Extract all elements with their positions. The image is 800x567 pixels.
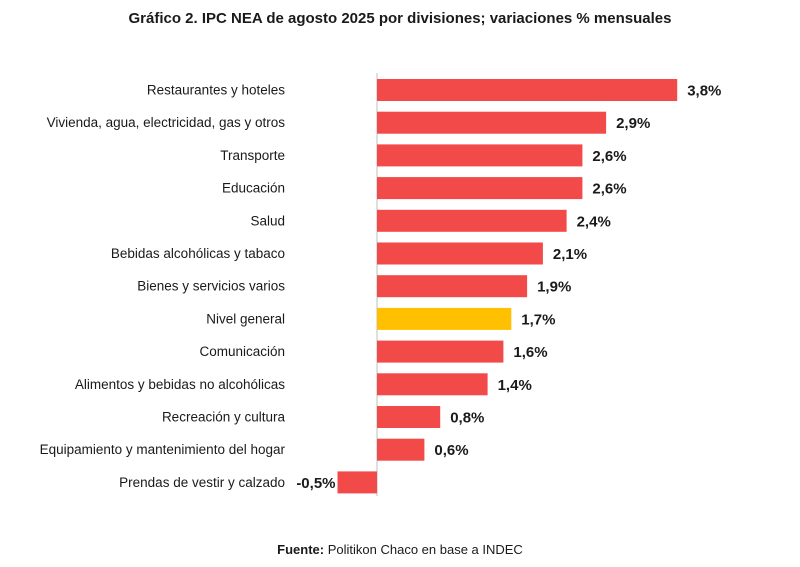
category-label: Bebidas alcohólicas y tabaco [111, 246, 285, 261]
bar [377, 340, 504, 363]
bar [377, 406, 441, 428]
bar [377, 209, 567, 232]
category-label: Comunicación [199, 344, 285, 359]
value-label: 2,6% [592, 181, 626, 198]
bar [377, 242, 543, 265]
category-label: Nivel general [206, 311, 285, 326]
category-label: Transporte [220, 148, 285, 163]
bar [377, 275, 528, 298]
value-label: 2,6% [592, 148, 626, 165]
value-label: 0,6% [434, 442, 468, 459]
value-label: -0,5% [296, 475, 335, 492]
source-label: Fuente: [277, 542, 325, 557]
value-label: 3,8% [687, 83, 721, 100]
category-label: Equipamiento y mantenimiento del hogar [40, 442, 286, 457]
value-label: 2,1% [553, 246, 587, 263]
category-label: Bienes y servicios varios [137, 279, 285, 294]
bar [377, 438, 425, 461]
value-label: 1,4% [498, 377, 532, 394]
category-label: Prendas de vestir y calzado [119, 475, 285, 490]
bar [377, 373, 488, 396]
value-label: 2,9% [616, 115, 650, 132]
value-label: 1,9% [537, 279, 571, 296]
category-label: Alimentos y bebidas no alcohólicas [75, 377, 285, 392]
source-note: Fuente: Politikon Chaco en base a INDEC [0, 542, 800, 557]
category-label: Educación [222, 181, 285, 196]
bar [377, 111, 607, 134]
bar [377, 307, 512, 330]
bar [377, 177, 583, 200]
value-label: 2,4% [577, 213, 611, 230]
value-label: 0,8% [450, 410, 484, 427]
category-label: Recreación y cultura [162, 410, 286, 425]
category-label: Restaurantes y hoteles [147, 83, 285, 98]
value-label: 1,7% [521, 311, 555, 328]
category-label: Vivienda, agua, electricidad, gas y otro… [47, 115, 286, 130]
bar [337, 471, 377, 494]
bar [377, 144, 583, 167]
value-label: 1,6% [513, 344, 547, 361]
bar [377, 79, 678, 101]
source-text: Politikon Chaco en base a INDEC [324, 542, 523, 557]
chart-title: Gráfico 2. IPC NEA de agosto 2025 por di… [128, 10, 672, 27]
category-label: Salud [250, 213, 285, 228]
